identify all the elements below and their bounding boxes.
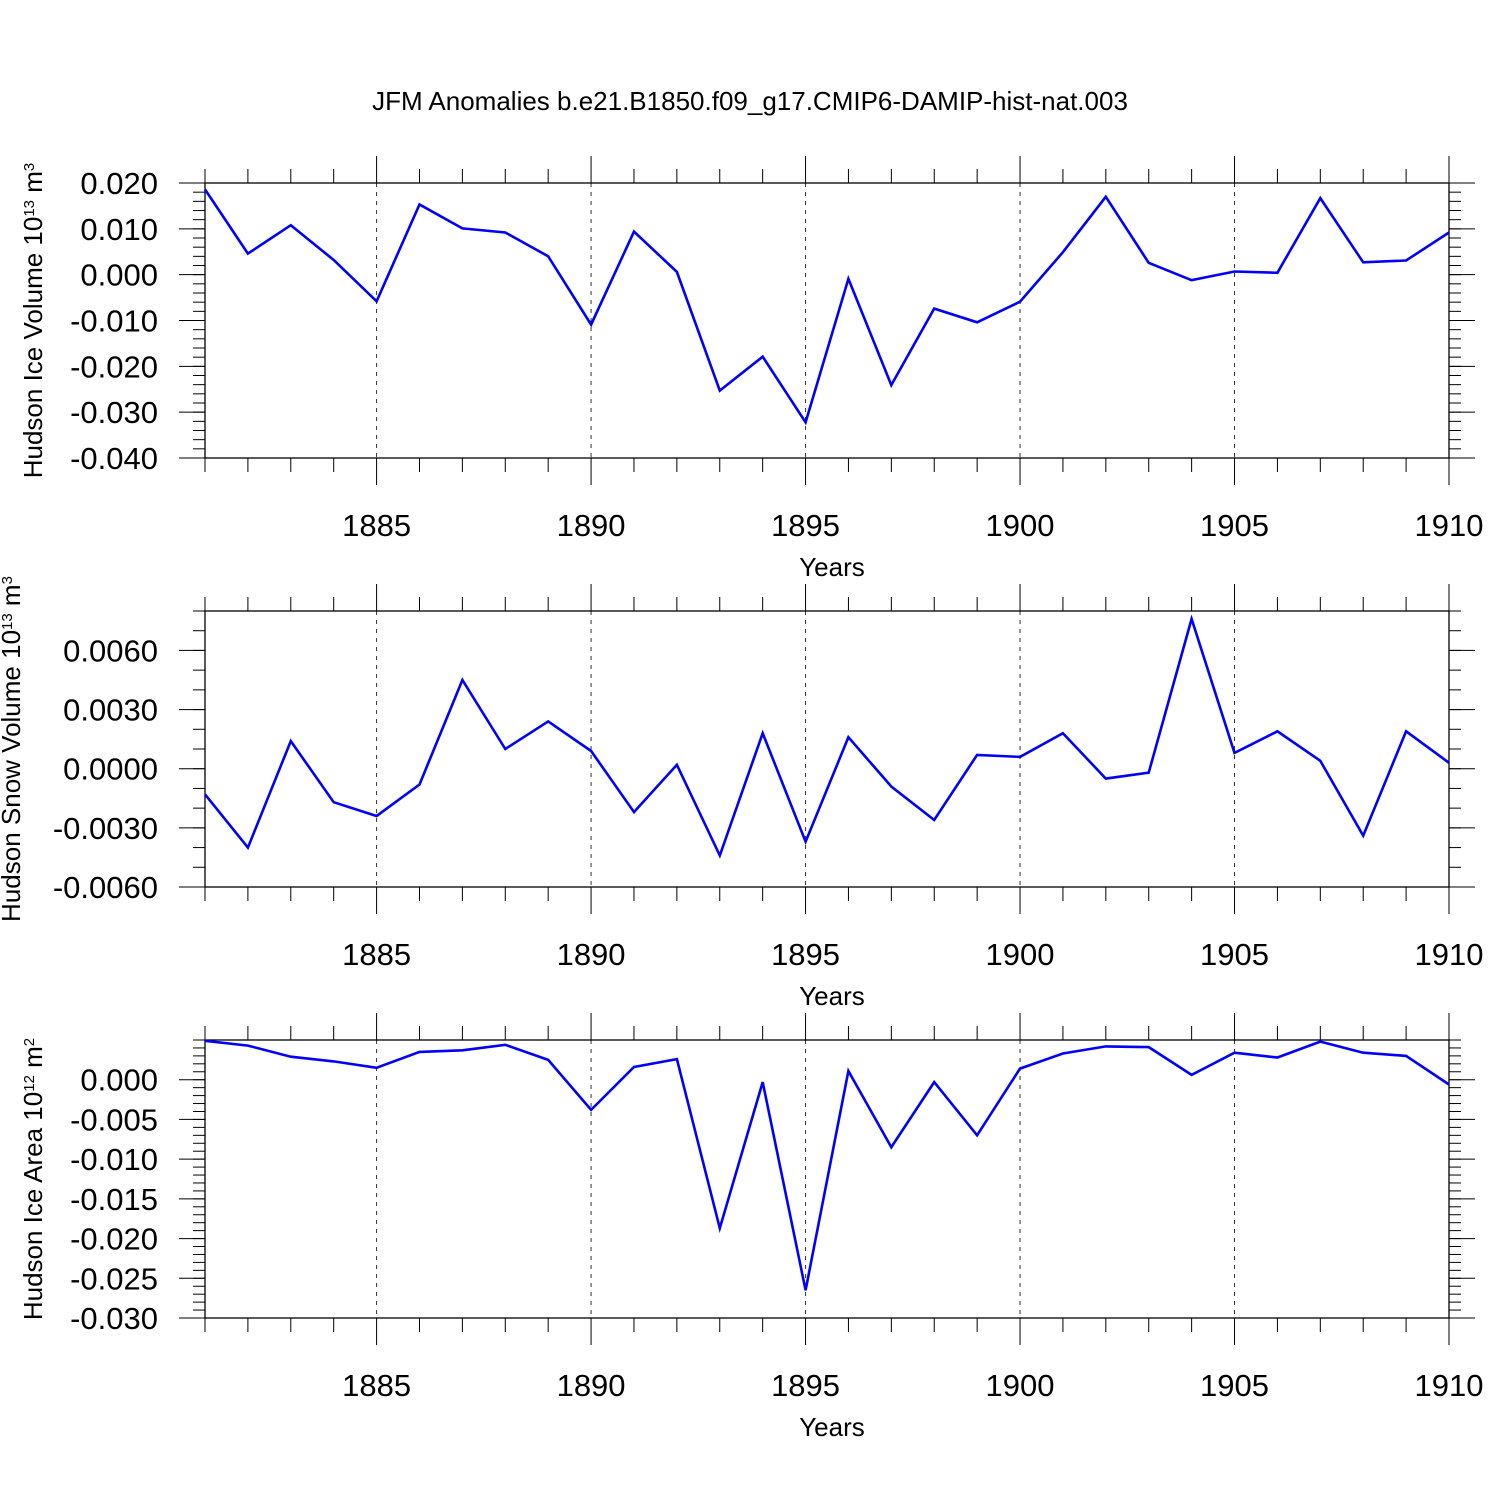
y-tick-label: 0.000 <box>80 258 158 293</box>
y-tick-label: -0.0060 <box>53 870 158 905</box>
x-tick-label: 1885 <box>342 508 411 543</box>
chart-panel-1: -0.040 -0.030 -0.020 -0.010 0.000 0.010 0.020 1… <box>18 156 1483 582</box>
y-axis-label: Hudson Snow Volume 1013 m3 <box>0 576 26 922</box>
chart-panel-3: -0.030 -0.025 -0.020 -0.015 -0.010 -0.005 0.00… <box>18 1013 1483 1442</box>
y-tick-label: 0.000 <box>80 1063 158 1098</box>
x-tick-label: 1900 <box>986 1368 1055 1403</box>
x-axis-label: Years <box>799 981 865 1011</box>
y-tick-label: -0.010 <box>70 304 158 339</box>
y-tick-label: -0.025 <box>70 1261 158 1296</box>
x-tick-label: 1895 <box>771 508 840 543</box>
x-tick-label: 1910 <box>1415 1368 1484 1403</box>
x-tick-label: 1890 <box>557 508 626 543</box>
y-tick-label: -0.005 <box>70 1102 158 1137</box>
y-tick-label: -0.010 <box>70 1142 158 1177</box>
series-line <box>203 188 1450 426</box>
x-tick-label: 1895 <box>771 937 840 972</box>
x-axis-label: Years <box>799 552 865 582</box>
x-tick-label: 1890 <box>557 1368 626 1403</box>
chart-panel-2: -0.0060 -0.0030 0.0000 0.0030 0.0060 1885 1890… <box>0 576 1483 1011</box>
y-tick-label: -0.030 <box>70 1301 158 1336</box>
y-tick-label: 0.0060 <box>63 633 158 668</box>
plot-frame <box>204 182 1450 459</box>
plot-frame <box>204 1039 1450 1319</box>
y-tick-label: -0.020 <box>70 349 158 384</box>
x-tick-label: 1910 <box>1415 937 1484 972</box>
x-tick-label: 1900 <box>986 937 1055 972</box>
x-axis-label: Years <box>799 1412 865 1442</box>
plot-frame <box>204 610 1450 888</box>
series-line <box>204 1039 1450 1291</box>
x-tick-label: 1905 <box>1200 1368 1269 1403</box>
y-tick-label: -0.015 <box>70 1182 158 1217</box>
y-tick-label: -0.030 <box>70 395 158 430</box>
y-tick-label: -0.0030 <box>53 811 158 846</box>
y-tick-label: 0.020 <box>80 166 158 201</box>
y-tick-label: -0.040 <box>70 441 158 476</box>
y-tick-label: 0.0030 <box>63 693 158 728</box>
x-tick-label: 1910 <box>1415 508 1484 543</box>
y-axis-label: Hudson Ice Area 1012 m2 <box>18 1038 48 1320</box>
x-tick-label: 1900 <box>986 508 1055 543</box>
y-tick-label: 0.010 <box>80 212 158 247</box>
y-tick-label: 0.0000 <box>63 752 158 787</box>
chart-title: JFM Anomalies b.e21.B1850.f09_g17.CMIP6-… <box>372 86 1128 116</box>
y-tick-label: -0.020 <box>70 1222 158 1257</box>
x-tick-label: 1905 <box>1200 937 1269 972</box>
x-tick-label: 1895 <box>771 1368 840 1403</box>
x-tick-label: 1885 <box>342 1368 411 1403</box>
y-axis-label: Hudson Ice Volume 1013 m3 <box>18 163 48 479</box>
x-tick-label: 1890 <box>557 937 626 972</box>
x-tick-label: 1885 <box>342 937 411 972</box>
x-tick-label: 1905 <box>1200 508 1269 543</box>
series-line <box>203 614 1450 859</box>
